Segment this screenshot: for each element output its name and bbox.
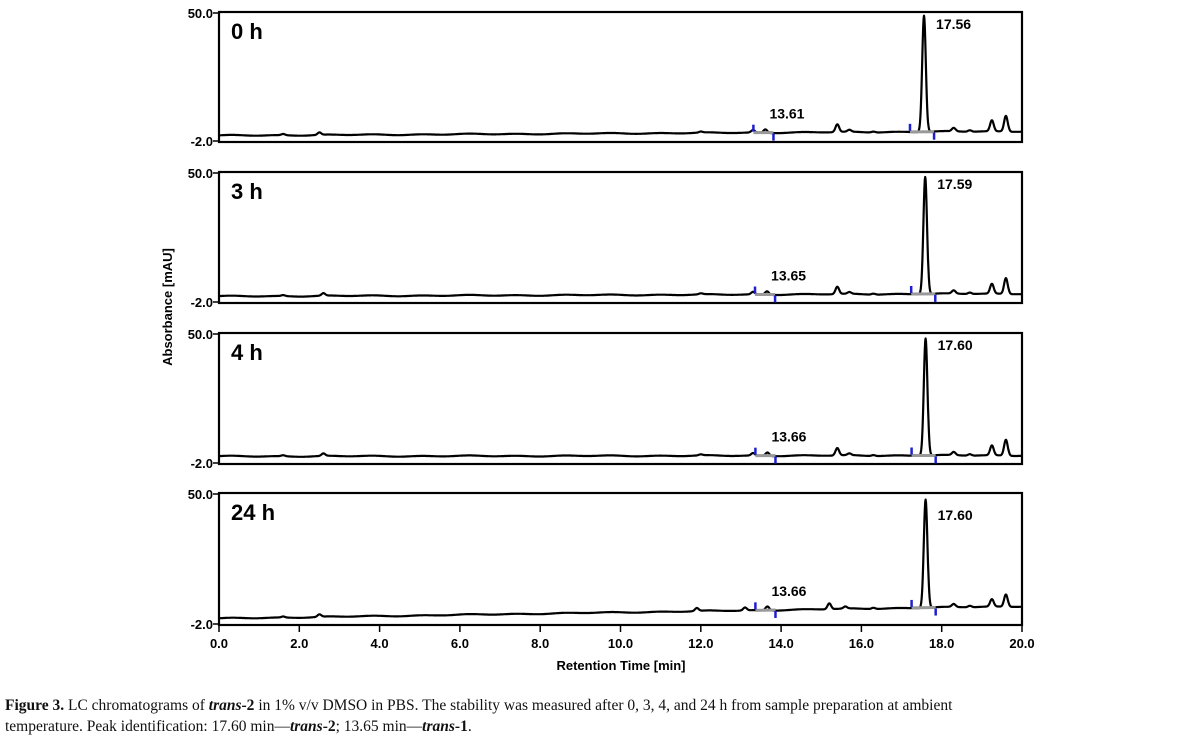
panel-frame [217,10,1024,144]
x-axis: 0.0 2.0 4.0 6.0 8.0 10.0 12.0 14.0 16.0 18.0 20.0 [210,625,1035,651]
panel-label: 24 h [231,500,275,525]
minor-peak-label: 13.65 [771,267,806,283]
panel-frame [217,170,1024,305]
caption-fragment: -2 [241,697,255,714]
caption-fragment: trans [289,718,323,735]
caption-fragment: -1 [454,718,468,735]
caption-fragment: trans [208,697,242,714]
x-tick-label: 14.0 [768,636,793,651]
y-tick-label: 50.0 [188,6,213,21]
x-tick-label: 8.0 [531,636,549,651]
panel-frame [217,331,1024,466]
x-tick-label: 10.0 [608,636,633,651]
x-tick-label: 12.0 [688,636,713,651]
main-peak-label: 17.60 [938,507,973,523]
panel-label: 0 h [231,19,263,44]
x-tick-label: 20.0 [1009,636,1034,651]
series-trace [218,175,1023,298]
panel-1: 50.0 -2.0 0 h 17.56 13.61 [188,6,1024,149]
caption-line-1: Figure 3. LC chromatograms of trans-2 in… [5,695,1183,716]
y-tick-label: -2.0 [191,617,213,632]
y-tick-label: 50.0 [188,327,213,342]
y-tick-label: -2.0 [191,134,213,149]
minor-peak-label: 13.61 [769,106,804,122]
series-trace [218,337,1023,458]
caption-fragment: temperature. Peak identification: 17.60 … [5,718,290,735]
y-tick-label: -2.0 [191,295,213,310]
minor-peak-label: 13.66 [771,429,806,445]
y-tick-label: 50.0 [188,487,213,502]
caption-fragment: -2 [322,718,336,735]
x-tick-label: 16.0 [849,636,874,651]
caption-fragment: ; 13.65 min— [335,718,423,735]
panel-label: 4 h [231,340,263,365]
panel-3: 50.0 -2.0 4 h 17.60 13.66 [188,327,1024,471]
caption-fragment: LC chromatograms of [64,697,209,714]
series-trace [218,14,1023,137]
x-axis-label: Retention Time [min] [556,658,685,673]
chromatogram-panels: 50.0 -2.0 0 h 17.56 13.61 50.0 -2.0 3 h 17.59 13.… [188,6,1024,632]
x-tick-label: 4.0 [371,636,389,651]
main-peak-label: 17.60 [938,337,973,353]
caption-line-2: temperature. Peak identification: 17.60 … [5,716,1183,737]
panel-label: 3 h [231,179,263,204]
main-peak-label: 17.56 [936,16,971,32]
caption-figure-label: Figure 3. [5,697,65,714]
y-tick-label: 50.0 [188,166,213,181]
panel-2: 50.0 -2.0 3 h 17.59 13.65 [188,166,1024,310]
x-tick-label: 2.0 [290,636,308,651]
panel-frame [217,491,1024,627]
caption-fragment: trans [422,718,455,735]
caption-fragment: in 1% v/v DMSO in PBS. The stability was… [254,697,953,714]
x-tick-label: 0.0 [210,636,228,651]
caption-line-1-text: LC chromatograms of trans-2 in 1% v/v DM… [64,697,952,714]
series-trace [218,498,1023,620]
y-tick-label: -2.0 [191,456,213,471]
chromatogram-figure: 50.0 -2.0 0 h 17.56 13.61 50.0 -2.0 3 h 17.59 13.… [160,6,1035,673]
x-tick-label: 18.0 [929,636,954,651]
main-peak-label: 17.59 [937,176,972,192]
x-tick-label: 6.0 [451,636,469,651]
panel-4: 50.0 -2.0 24 h 17.60 13.66 [188,487,1024,632]
caption-fragment: . [467,718,472,735]
y-axis-label: Absorbance [mAU] [160,248,175,366]
figure-caption: Figure 3. LC chromatograms of trans-2 in… [5,695,1183,737]
minor-peak-label: 13.66 [771,583,806,599]
